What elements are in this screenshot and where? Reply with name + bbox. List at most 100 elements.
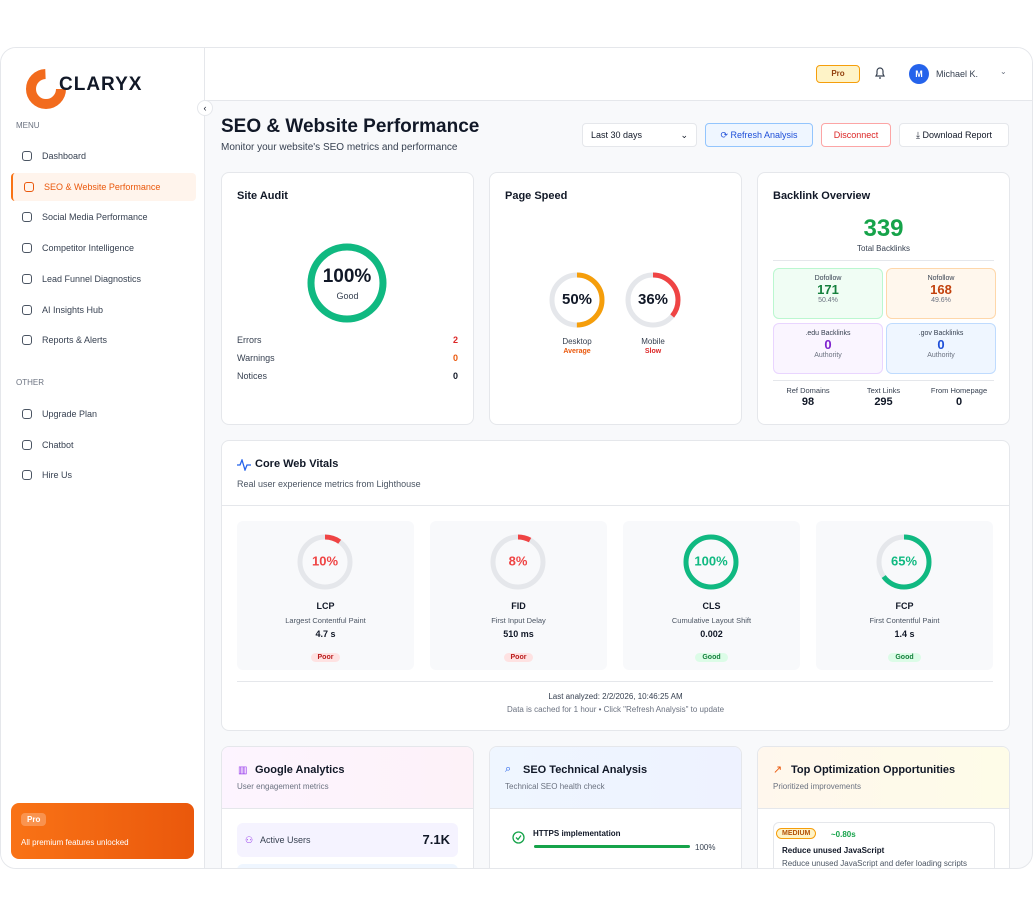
- bell-icon[interactable]: [873, 66, 887, 80]
- box-sub: Authority: [927, 352, 955, 359]
- nav-item[interactable]: SEO & Website Performance: [11, 172, 196, 201]
- refresh-button[interactable]: ⟳ Refresh Analysis: [705, 123, 813, 147]
- box-sub: 50.4%: [818, 297, 838, 304]
- progress-label: 100%: [695, 843, 716, 852]
- score-gauge: 100%: [307, 243, 387, 323]
- vital-desc: First Input Delay: [491, 616, 546, 625]
- nav-item[interactable]: Reports & Alerts: [11, 326, 194, 354]
- collapse-button[interactable]: ‹: [197, 100, 213, 116]
- nav-item[interactable]: AI Insights Hub: [11, 296, 194, 324]
- vital-desc: First Contentful Paint: [869, 616, 940, 625]
- vital-box: 65% FCP First Contentful Paint 1.4 s Good: [816, 521, 993, 670]
- pill-wrap: Poor: [237, 646, 414, 664]
- nav-label: Social Media Performance: [42, 212, 148, 223]
- pro-badge: Pro: [21, 813, 47, 826]
- download-button[interactable]: ⤓ Download Report: [899, 123, 1009, 147]
- box-sub: Authority: [814, 352, 842, 359]
- gauge-label: 10%: [312, 553, 338, 568]
- vital-desc: Cumulative Layout Shift: [671, 616, 752, 625]
- site-audit-card: Site Audit 100% Good Errors 2 Warnings 0 Not…: [221, 172, 474, 425]
- divider: [237, 681, 993, 682]
- vital-gauge: 10%: [297, 534, 353, 590]
- box-sub: 49.6%: [931, 297, 951, 304]
- chevron: ⌄: [1000, 67, 1007, 76]
- metric-name: Active Users: [260, 835, 311, 845]
- pulse-icon: [237, 459, 251, 471]
- backlink-box: Nofollow 168 49.6%: [886, 268, 996, 319]
- score-label: Good: [336, 291, 359, 301]
- vital-name: CLS: [702, 601, 721, 611]
- nav-item[interactable]: Competitor Intelligence: [11, 234, 194, 262]
- page-subtitle: Monitor your website's SEO metrics and p…: [221, 142, 458, 153]
- vital-value: 0.002: [700, 629, 723, 639]
- box-name: .gov Backlinks: [918, 330, 964, 337]
- logo: CLARYX: [59, 74, 143, 95]
- range-select[interactable]: Last 30 days ⌄: [582, 123, 697, 147]
- card-title: Top Optimization Opportunities: [791, 764, 956, 776]
- gauge-label: 100%: [323, 266, 372, 287]
- vital-gauge: 65%: [876, 534, 932, 590]
- card-title: Backlink Overview: [773, 190, 871, 202]
- nav-icon: [22, 439, 32, 450]
- box-name: Nofollow: [927, 275, 955, 282]
- pro-card[interactable]: Pro All premium features unlocked: [11, 803, 194, 859]
- cwv-card: Core Web Vitals Real user experience met…: [221, 440, 1010, 731]
- nav-item[interactable]: Upgrade Plan: [11, 400, 194, 428]
- nav-label: Competitor Intelligence: [42, 243, 135, 254]
- chevron: ⌄: [680, 129, 688, 140]
- nav-item[interactable]: Lead Funnel Diagnostics: [11, 265, 194, 293]
- nav-icon: [22, 335, 32, 346]
- card-title: Core Web Vitals: [255, 458, 339, 470]
- status: Slow: [644, 348, 662, 355]
- vital-name: FID: [511, 601, 526, 611]
- nav-label: Chatbot: [42, 439, 74, 450]
- nav-item[interactable]: Dashboard: [11, 142, 194, 170]
- box-value: 0: [824, 337, 832, 352]
- card-header: [758, 747, 1009, 809]
- nav-label: Dashboard: [42, 151, 87, 161]
- nav-icon: [22, 243, 32, 254]
- gauge-label: 100%: [694, 553, 728, 568]
- pro-text: Pro: [831, 69, 845, 78]
- button-label: Disconnect: [833, 130, 879, 140]
- device: Desktop: [562, 337, 592, 346]
- pro-text: All premium features unlocked: [21, 838, 129, 847]
- pro-pill: Pro: [816, 65, 860, 83]
- user-name[interactable]: Michael K.: [936, 69, 979, 79]
- audit-name: Notices: [237, 371, 268, 381]
- nav-item[interactable]: Social Media Performance: [11, 203, 194, 231]
- vital-box: 100% CLS Cumulative Layout Shift 0.002 Good: [623, 521, 800, 670]
- page-speed-card: Page Speed 50% Desktop Average 36% Mobile Slo…: [489, 172, 742, 425]
- metric-row: [237, 864, 458, 868]
- speed-gauge: 50%: [549, 272, 605, 328]
- nav-icon: [22, 151, 32, 161]
- nav-item[interactable]: Hire Us: [11, 461, 194, 489]
- gauge-arc: [307, 243, 387, 323]
- disconnect-button[interactable]: Disconnect: [821, 123, 891, 147]
- stat-name: Ref Domains: [786, 386, 830, 395]
- divider: [773, 380, 994, 381]
- vital-name: FCP: [895, 601, 914, 611]
- progress-bar: [534, 845, 690, 848]
- seo-tech-card: ⌕ SEO Technical Analysis Technical SEO h…: [489, 746, 742, 868]
- nav-item[interactable]: Chatbot: [11, 431, 194, 459]
- stat-name: From Homepage: [930, 386, 988, 395]
- impact-pill: MEDIUM: [776, 828, 817, 839]
- metric-value: 7.1K: [422, 832, 450, 847]
- opportunity-item[interactable]: MEDIUM ~0.80s Reduce unused JavaScript R…: [773, 822, 995, 868]
- nav-icon: [22, 409, 32, 419]
- nav-label: Reports & Alerts: [42, 335, 108, 346]
- status: Average: [563, 348, 591, 355]
- vital-value: 510 ms: [503, 629, 534, 639]
- item-title: Reduce unused JavaScript: [782, 846, 885, 855]
- nav-icon: [22, 273, 32, 284]
- device: Mobile: [641, 337, 665, 346]
- card-subtitle: Technical SEO health check: [505, 782, 605, 791]
- progress-track: [534, 845, 690, 848]
- avatar[interactable]: M: [909, 64, 929, 84]
- cache-note: Data is cached for 1 hour • Click "Refre…: [506, 705, 725, 714]
- audit-value: 0: [452, 353, 458, 363]
- backlink-card: Backlink Overview 339 Total Backlinks Do…: [757, 172, 1010, 425]
- gauge-arc: [297, 534, 353, 590]
